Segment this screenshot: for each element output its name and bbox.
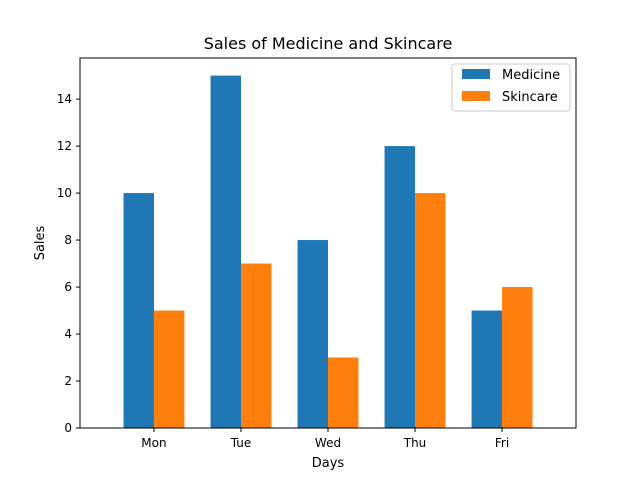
y-tick-label: 4 [64,327,72,341]
y-tick-label: 0 [64,421,72,435]
y-tick-label: 6 [64,280,72,294]
legend-swatch-medicine [462,69,490,79]
x-tick-label: Wed [315,436,341,450]
legend-swatch-skincare [462,91,490,101]
x-tick-label: Thu [403,436,427,450]
bar-skincare-fri [502,287,533,428]
legend-label-medicine: Medicine [502,68,560,83]
y-axis-ticks: 0 2 4 6 8 10 12 14 [57,92,80,435]
bar-skincare-tue [240,263,272,428]
bar-medicine-wed [297,240,328,428]
bar-medicine-mon [123,193,154,428]
bar-medicine-thu [384,146,416,428]
y-tick-label: 10 [57,186,72,200]
y-tick-label: 12 [57,139,72,153]
bars-group [123,75,533,429]
bar-medicine-fri [471,310,503,428]
bar-skincare-thu [415,193,446,428]
x-tick-label: Tue [230,436,252,450]
y-tick-label: 2 [64,374,72,388]
x-axis-ticks: Mon Tue Wed Thu Fri [141,428,509,450]
legend-label-skincare: Skincare [502,90,558,105]
legend: Medicine Skincare [451,63,571,112]
y-axis-label: Sales [33,225,48,260]
x-tick-label: Fri [495,436,509,450]
y-tick-label: 14 [57,92,72,106]
bar-skincare-mon [153,310,185,428]
chart-title: Sales of Medicine and Skincare [204,34,453,53]
plot-frame [79,57,577,429]
y-tick-label: 8 [64,233,72,247]
bar-medicine-tue [210,75,241,429]
bar-skincare-wed [328,357,359,428]
x-axis-label: Days [312,456,345,471]
x-tick-label: Mon [141,436,166,450]
